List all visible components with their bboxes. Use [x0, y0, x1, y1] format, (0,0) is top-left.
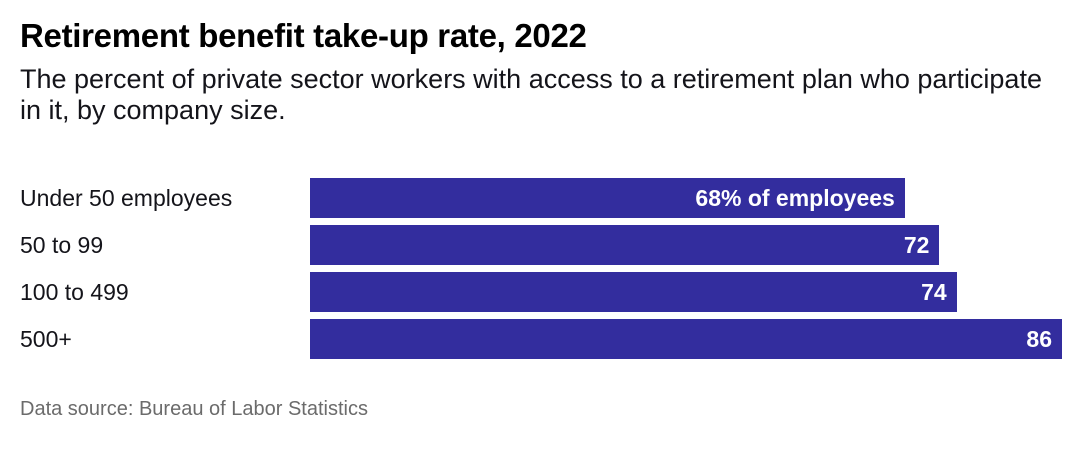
bar-track: 68% of employees	[310, 178, 1062, 218]
bar-track: 72	[310, 225, 1062, 265]
bar-row: Under 50 employees 68% of employees	[0, 178, 1080, 218]
bar-100-to-499[interactable]: 74	[310, 272, 957, 312]
data-source-note: Data source: Bureau of Labor Statistics	[20, 398, 368, 420]
bar-track: 86	[310, 319, 1062, 359]
bar-chart-plot-area: Under 50 employees 68% of employees 50 t…	[0, 178, 1080, 364]
category-label: Under 50 employees	[20, 185, 233, 211]
bar-value-label: 74	[921, 278, 947, 305]
bar-under-50-employees[interactable]: 68% of employees	[310, 178, 905, 218]
category-label: 500+	[20, 326, 72, 352]
bar-row: 100 to 499 74	[0, 272, 1080, 312]
chart-header: Retirement benefit take-up rate, 2022 Th…	[0, 0, 1080, 127]
bar-500-plus[interactable]: 86	[310, 319, 1062, 359]
bar-value-label: 68% of employees	[695, 184, 895, 211]
bar-50-to-99[interactable]: 72	[310, 225, 940, 265]
category-label: 100 to 499	[20, 279, 129, 305]
page-title: Retirement benefit take-up rate, 2022	[20, 17, 587, 54]
bar-value-label: 72	[903, 231, 930, 258]
bar-value-label: 86	[1026, 325, 1052, 352]
chart-footer: Data source: Bureau of Labor Statistics	[20, 397, 1060, 421]
category-label: 50 to 99	[20, 232, 104, 258]
bar-track: 74	[310, 272, 1062, 312]
bar-row: 50 to 99 72	[0, 225, 1080, 265]
bar-row: 500+ 86	[0, 319, 1080, 359]
chart-subtitle: The percent of private sector workers wi…	[20, 63, 1042, 126]
